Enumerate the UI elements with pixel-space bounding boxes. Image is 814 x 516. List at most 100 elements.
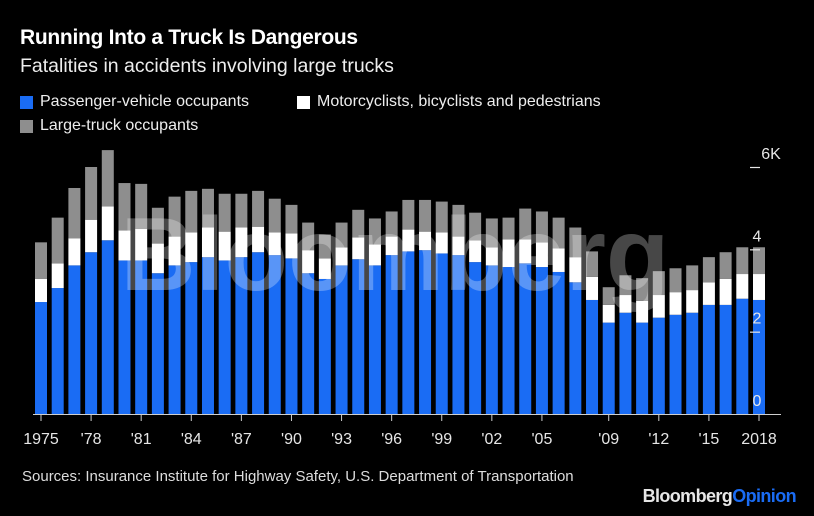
y-tick-label: 2 xyxy=(753,311,762,328)
x-tick-label: '78 xyxy=(81,431,102,448)
x-tick-label: '05 xyxy=(532,431,553,448)
bar-passenger-2001 xyxy=(469,262,482,414)
bar-truck-1986 xyxy=(218,193,231,232)
bar-passenger-2018 xyxy=(753,299,765,414)
bar-passenger-2004 xyxy=(519,263,532,414)
bar-moto-1988 xyxy=(252,226,265,253)
bar-moto-2005 xyxy=(535,242,548,268)
bar-truck-2012 xyxy=(652,271,665,296)
bar-moto-1978 xyxy=(85,219,98,253)
bar-passenger-2006 xyxy=(552,271,565,414)
bar-truck-1979 xyxy=(101,150,114,207)
bar-moto-1983 xyxy=(168,236,181,266)
legend-label: Motorcyclists, bicyclists and pedestrian… xyxy=(317,93,601,110)
bar-moto-1977 xyxy=(68,238,81,266)
bar-passenger-1985 xyxy=(201,257,214,414)
bar-moto-1996 xyxy=(385,236,398,256)
bar-truck-2014 xyxy=(686,265,699,291)
bar-truck-1975 xyxy=(35,242,47,279)
bar-passenger-2011 xyxy=(636,322,649,414)
bar-moto-1979 xyxy=(101,206,114,241)
logo-part-bloomberg: Bloomberg xyxy=(642,486,733,506)
bar-passenger-1994 xyxy=(352,259,365,414)
bar-passenger-1998 xyxy=(419,250,432,414)
bar-truck-1982 xyxy=(151,207,164,244)
legend-swatch-passenger xyxy=(20,95,33,109)
x-tick-label: '02 xyxy=(481,431,502,448)
bar-moto-2007 xyxy=(569,257,582,283)
bar-passenger-1984 xyxy=(185,262,198,414)
x-tick-label: 2018 xyxy=(741,431,777,448)
bar-passenger-1995 xyxy=(368,265,381,414)
bar-passenger-1997 xyxy=(402,251,415,414)
bar-moto-2018 xyxy=(753,274,765,300)
bar-moto-2011 xyxy=(636,300,649,323)
bar-passenger-1976 xyxy=(51,288,64,414)
bar-truck-2017 xyxy=(736,247,749,275)
bar-moto-1981 xyxy=(135,228,148,261)
bar-passenger-1988 xyxy=(252,252,265,414)
y-tick-label: 4 xyxy=(753,228,762,245)
bar-moto-1976 xyxy=(51,263,64,289)
bar-moto-1989 xyxy=(268,232,281,256)
bar-truck-1983 xyxy=(168,196,181,237)
legend-swatch-moto xyxy=(297,95,310,109)
bar-moto-2003 xyxy=(502,239,515,268)
bar-moto-1984 xyxy=(185,232,198,263)
bar-moto-2014 xyxy=(686,290,699,313)
bar-truck-1990 xyxy=(285,204,298,234)
bar-truck-2004 xyxy=(519,208,532,240)
bar-moto-2006 xyxy=(552,248,565,272)
bar-moto-1987 xyxy=(235,227,248,258)
bar-truck-1998 xyxy=(419,199,432,232)
x-tick-label: 1975 xyxy=(23,431,59,448)
bar-truck-1984 xyxy=(185,190,198,233)
y-tick-label: 6K xyxy=(761,146,781,163)
bar-passenger-2003 xyxy=(502,267,515,414)
bar-moto-2015 xyxy=(702,282,715,305)
bar-passenger-2013 xyxy=(669,314,682,414)
bar-passenger-1992 xyxy=(318,278,331,414)
bar-truck-1988 xyxy=(252,190,265,227)
bar-passenger-1999 xyxy=(435,253,448,414)
bar-passenger-2000 xyxy=(452,255,465,414)
bar-truck-2016 xyxy=(719,252,732,279)
bar-truck-2015 xyxy=(702,257,715,283)
bar-passenger-1991 xyxy=(302,273,315,414)
x-tick-label: '12 xyxy=(648,431,669,448)
x-tick-label: '96 xyxy=(381,431,402,448)
bar-truck-2011 xyxy=(636,278,649,301)
bar-passenger-1987 xyxy=(235,257,248,414)
bar-truck-2018 xyxy=(753,247,765,275)
bar-truck-1976 xyxy=(51,217,64,264)
bar-truck-1995 xyxy=(368,218,381,245)
source-note: Sources: Insurance Institute for Highway… xyxy=(22,468,574,485)
x-tick-label: '15 xyxy=(698,431,719,448)
bar-moto-1985 xyxy=(201,227,214,258)
bar-passenger-2002 xyxy=(485,265,498,414)
bar-passenger-1996 xyxy=(385,255,398,414)
bar-truck-1991 xyxy=(302,222,315,251)
bar-truck-1999 xyxy=(435,201,448,233)
legend-item-moto: Motorcyclists, bicyclists and pedestrian… xyxy=(297,93,601,111)
chart-title: Running Into a Truck Is Dangerous xyxy=(20,26,358,49)
bar-passenger-2005 xyxy=(535,267,548,414)
bar-moto-1980 xyxy=(118,230,131,261)
x-tick-label: '90 xyxy=(281,431,302,448)
bar-truck-2008 xyxy=(586,251,599,277)
y-tick-label: 0 xyxy=(753,393,762,410)
bar-passenger-1982 xyxy=(151,273,164,414)
bar-truck-2003 xyxy=(502,217,515,240)
bar-moto-1995 xyxy=(368,244,381,266)
bar-truck-1992 xyxy=(318,234,331,259)
x-tick-label: '87 xyxy=(231,431,252,448)
bar-truck-2013 xyxy=(669,268,682,293)
bar-truck-2001 xyxy=(469,212,482,241)
bar-moto-1998 xyxy=(419,231,432,251)
bar-truck-2000 xyxy=(452,204,465,237)
bar-passenger-1990 xyxy=(285,258,298,414)
bar-passenger-1975 xyxy=(35,302,47,414)
chart-subtitle: Fatalities in accidents involving large … xyxy=(20,55,394,77)
bar-moto-1994 xyxy=(352,237,365,260)
